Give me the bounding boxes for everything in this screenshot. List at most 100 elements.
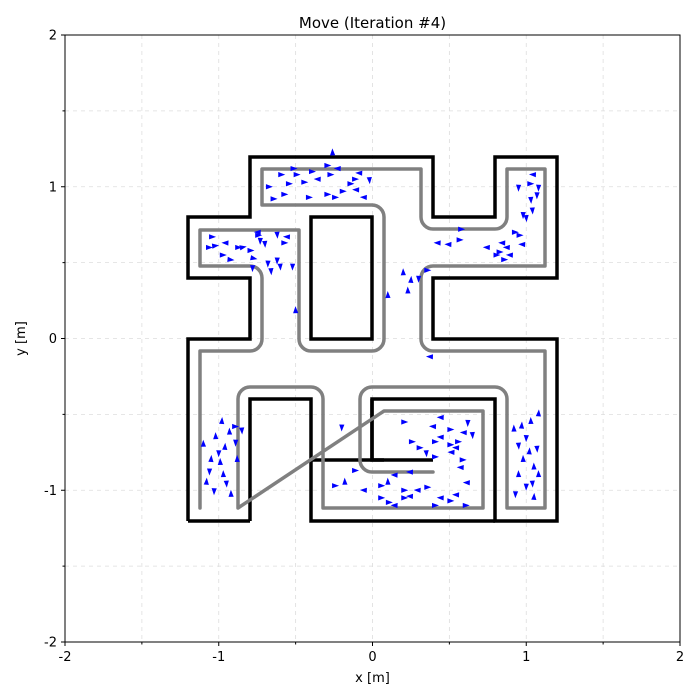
particle-marker <box>423 450 429 458</box>
particle-marker <box>516 232 524 238</box>
particle-marker <box>523 214 529 223</box>
particle-marker <box>220 470 227 478</box>
particle-marker <box>339 424 345 432</box>
particle-marker <box>217 457 223 466</box>
particle-marker <box>293 172 301 178</box>
particle-marker <box>511 229 519 235</box>
particle-marker <box>277 263 283 271</box>
particle-marker <box>385 477 391 485</box>
particle-marker <box>401 495 409 501</box>
particle-marker <box>493 252 501 258</box>
particle-marker <box>531 492 537 501</box>
maze-walls <box>186 155 559 523</box>
particle-marker <box>239 245 247 251</box>
particle-marker <box>226 427 233 435</box>
particle-marker <box>452 492 460 498</box>
y-axis-label: y [m] <box>14 321 29 356</box>
particle-marker <box>206 468 213 476</box>
particle-marker <box>511 424 517 432</box>
particle-marker <box>401 419 409 425</box>
particle-marker <box>313 176 321 182</box>
particle-marker <box>523 435 529 443</box>
chart-title: Move (Iteration #4) <box>299 14 446 32</box>
outer-wall <box>186 155 559 523</box>
particle-marker <box>278 172 286 178</box>
particle-marker <box>536 470 542 478</box>
particle-marker <box>265 184 273 190</box>
y-tick-label: -1 <box>44 484 57 499</box>
x-tick-label: 1 <box>522 650 530 665</box>
particle-marker <box>534 445 540 453</box>
particle-marker <box>200 439 207 447</box>
particle-marker <box>250 255 258 261</box>
particle-marker <box>324 162 332 169</box>
particle-marker <box>293 306 299 314</box>
x-axis-label: x [m] <box>355 671 390 686</box>
particle-marker <box>512 491 519 499</box>
particle-marker <box>301 179 309 185</box>
particle-marker <box>432 439 439 445</box>
particle-marker <box>408 439 416 445</box>
particle-marker <box>424 267 432 273</box>
particle-marker <box>285 181 293 187</box>
particle-marker <box>462 480 470 486</box>
particle-marker <box>528 172 537 178</box>
particle-marker <box>518 421 525 429</box>
grid <box>65 35 680 642</box>
particle-marker <box>496 249 504 255</box>
particle-marker <box>247 247 255 254</box>
y-tick-label: 0 <box>49 332 57 347</box>
x-tick-label: -2 <box>59 650 72 665</box>
particle-marker <box>209 234 217 240</box>
particle-marker <box>239 427 245 435</box>
particle-marker <box>520 211 526 220</box>
particle-marker <box>339 188 347 194</box>
particle-marker <box>390 472 398 478</box>
particle-marker <box>425 354 434 360</box>
particle-marker <box>223 480 229 488</box>
particle-marker <box>347 181 355 187</box>
y-tick-label: 1 <box>49 180 57 195</box>
particle-marker <box>528 416 534 425</box>
particle-marker <box>255 232 263 238</box>
outer-wall-lower <box>188 397 495 523</box>
particle-marker <box>529 480 535 488</box>
axis-ticks: -2 -1 0 1 2 -2 -1 0 1 2 <box>44 29 684 666</box>
particle-marker <box>213 432 219 440</box>
particle-marker <box>324 191 332 197</box>
particle-marker <box>359 194 367 201</box>
particle-marker <box>534 192 540 200</box>
particle-marker <box>501 256 509 263</box>
particle-marker <box>309 168 316 175</box>
particle-marker <box>327 172 335 178</box>
particle-marker <box>203 477 209 485</box>
particle-marker <box>536 184 542 192</box>
particle-marker <box>332 194 340 200</box>
particle-marker <box>535 409 542 417</box>
particle-marker <box>305 194 313 200</box>
center-block-wall <box>309 215 374 341</box>
particle-marker <box>290 165 298 172</box>
particle-marker <box>270 196 278 202</box>
particle-marker <box>416 275 422 283</box>
particle-marker <box>233 439 239 447</box>
particle-marker <box>253 229 261 235</box>
particle-marker <box>234 454 240 462</box>
particle-marker <box>219 252 227 258</box>
particle-marker <box>432 454 439 460</box>
particle-marker <box>482 244 490 251</box>
path-line <box>198 167 547 510</box>
particle-marker <box>447 449 455 455</box>
particle-marker <box>281 191 289 197</box>
particles <box>200 148 542 509</box>
particle-marker <box>405 493 414 500</box>
y-tick-label: 2 <box>49 29 57 44</box>
particle-marker <box>447 426 455 433</box>
particle-marker <box>455 439 463 445</box>
particle-marker <box>429 424 437 430</box>
particle-marker <box>469 431 475 440</box>
particle-marker <box>342 477 348 485</box>
particle-marker <box>433 240 441 246</box>
particle-marker <box>352 176 360 182</box>
